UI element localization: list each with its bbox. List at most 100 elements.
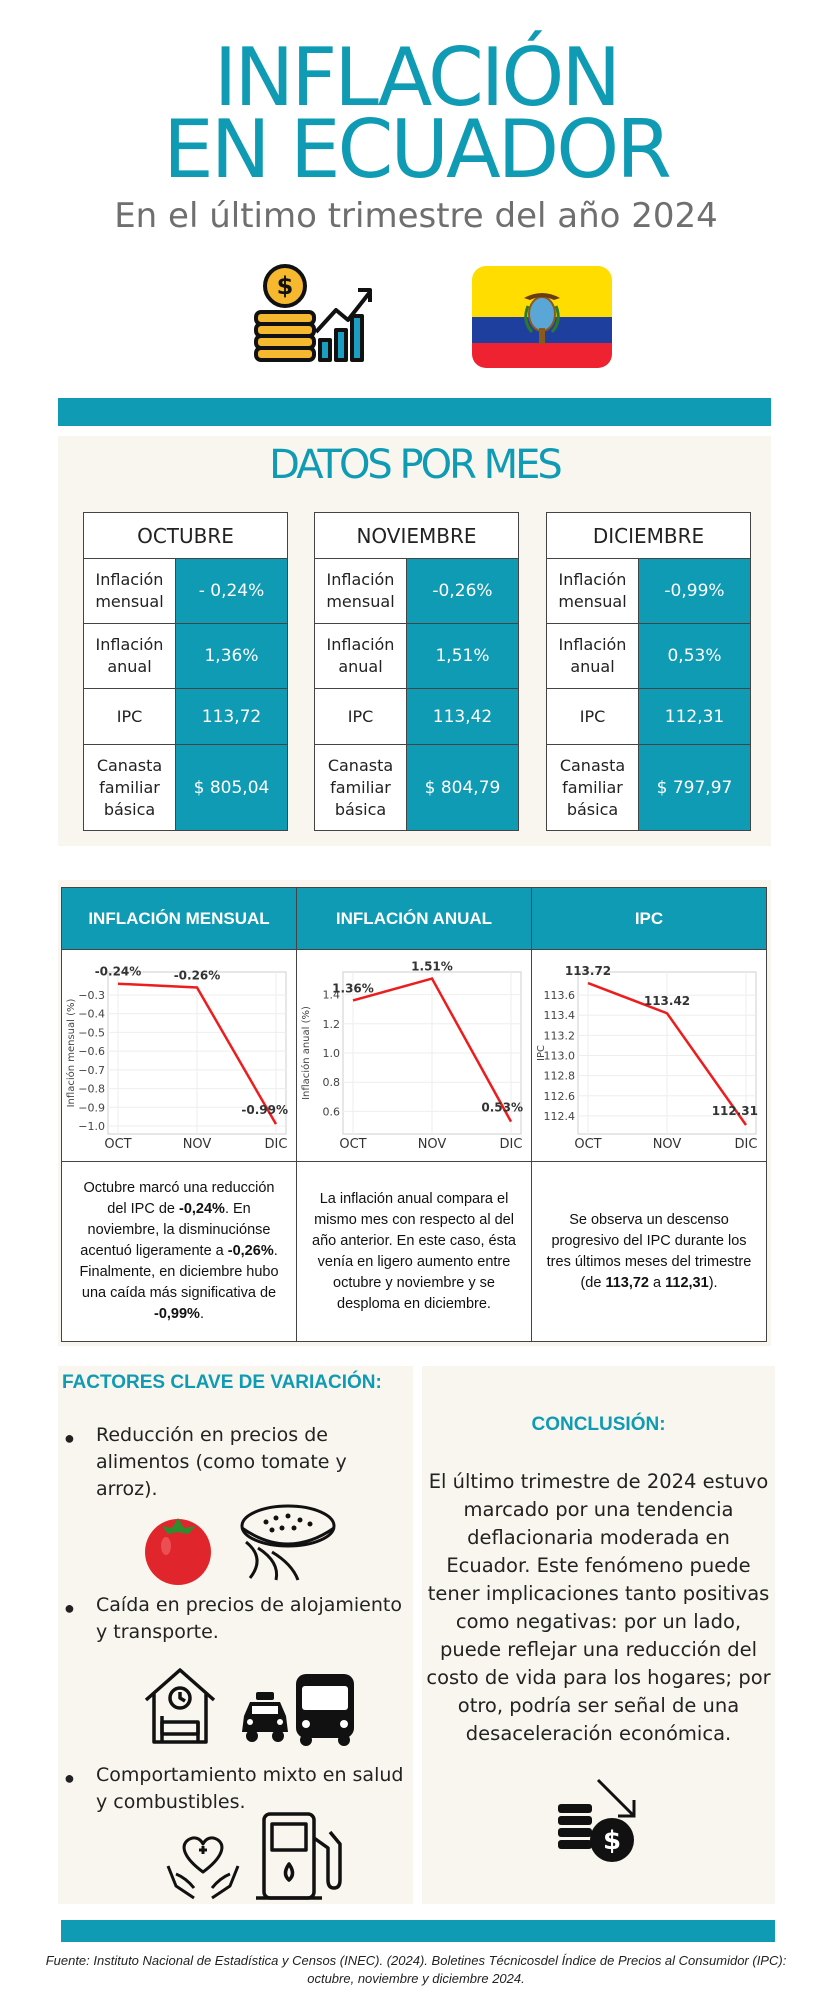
y-tick-label: −0.6 <box>78 1045 105 1058</box>
row-label: Inflación anual <box>83 623 176 689</box>
svg-text:$: $ <box>277 272 294 300</box>
bottom-divider-bar <box>61 1920 775 1942</box>
conclusion-panel <box>422 1366 775 1904</box>
desc-ipc: Se observa un descenso progresivo del IP… <box>531 1161 767 1342</box>
y-axis-label: Inflación anual (%) <box>300 1006 312 1100</box>
chart-ipc: 112.4 112.6 112.8 113.0 113.2 113.4 113.6 OCT NO… <box>536 964 758 1152</box>
row-label: Inflación mensual <box>83 558 176 624</box>
row-value: 113,42 <box>406 688 519 745</box>
top-divider-bar <box>58 398 771 426</box>
source-line1: Fuente: Instituto Nacional de Estadístic… <box>45 1953 787 1968</box>
month-name: OCTUBRE <box>83 512 288 559</box>
data-label: 112.31 <box>712 1104 758 1118</box>
data-label: 113.42 <box>644 994 690 1008</box>
desc-anual: La inflación anual compara el mismo mes … <box>296 1161 532 1342</box>
month-name: NOVIEMBRE <box>314 512 519 559</box>
y-tick-label: 0.6 <box>323 1105 341 1118</box>
y-tick-label: 0.8 <box>323 1076 341 1089</box>
bullet-dot: ● <box>64 1428 75 1448</box>
data-label: -0.26% <box>174 968 221 982</box>
data-label: 113.72 <box>565 964 611 978</box>
conclusion-title: CONCLUSIÓN: <box>531 1414 666 1435</box>
month-table-noviembre: NOVIEMBRE Inflación mensual -0,26% Inflac… <box>314 512 519 831</box>
y-tick-label: 113.6 <box>544 989 576 1002</box>
row-value: 0,53% <box>638 623 751 689</box>
x-tick-label: NOV <box>653 1137 682 1152</box>
row-label: IPC <box>314 688 407 745</box>
chart-mensual: −0.3 −0.4 −0.5 −0.6 −0.7 −0.8 −0.9 −1.0 OCT NOV DI… <box>65 965 288 1152</box>
house-icon <box>144 1668 216 1744</box>
row-label: Inflación mensual <box>546 558 639 624</box>
data-label: 0.53% <box>481 1101 523 1115</box>
row-value: $ 805,04 <box>175 744 288 831</box>
row-label: IPC <box>546 688 639 745</box>
y-tick-label: 1.0 <box>323 1047 341 1060</box>
y-tick-label: 113.0 <box>544 1050 576 1063</box>
row-value: 113,72 <box>175 688 288 745</box>
svg-text:$: $ <box>603 1826 621 1856</box>
page-title-line2: EN ECUADOR <box>163 103 672 196</box>
row-label: IPC <box>83 688 176 745</box>
y-tick-label: 112.4 <box>544 1110 576 1123</box>
conclusion-text: El último trimestre de 2024 estuvo marca… <box>426 1470 771 1745</box>
series-line <box>352 977 513 1123</box>
page-subtitle: En el último trimestre del año 2024 <box>114 196 718 236</box>
x-tick-label: OCT <box>339 1137 366 1152</box>
factor-item-1: Reducción en precios de alimentos (como … <box>96 1424 347 1500</box>
y-tick-label: −0.9 <box>78 1101 105 1114</box>
month-table-diciembre: DICIEMBRE Inflación mensual -0,99% Inflac… <box>546 512 751 831</box>
series-line <box>117 982 278 1125</box>
y-tick-label: −0.7 <box>78 1064 105 1077</box>
y-tick-label: −1.0 <box>78 1120 105 1133</box>
x-tick-label: OCT <box>104 1137 131 1152</box>
row-label: Inflación anual <box>314 623 407 689</box>
factors-panel <box>58 1366 413 1904</box>
data-label: -0.99% <box>241 1103 288 1117</box>
row-label: Canasta familiar básica <box>546 744 639 831</box>
row-label: Inflación anual <box>546 623 639 689</box>
y-tick-label: −0.3 <box>78 989 105 1002</box>
chart-header-ipc: IPC <box>531 887 767 950</box>
row-value: 1,51% <box>406 623 519 689</box>
bullet-dot: ● <box>64 1768 75 1788</box>
data-label: 1.36% <box>332 981 374 995</box>
row-label: Canasta familiar básica <box>83 744 176 831</box>
y-axis-label: IPC <box>536 1045 547 1061</box>
transport-icon <box>242 1674 354 1746</box>
x-tick-label: DIC <box>265 1137 288 1152</box>
factor-item-3: Comportamiento mixto en salud y combusti… <box>96 1764 404 1813</box>
row-value: $ 804,79 <box>406 744 519 831</box>
fuel-pump-icon <box>256 1812 342 1900</box>
desc-mensual: Octubre marcó una reducción del IPC de -… <box>61 1161 297 1342</box>
month-name: DICIEMBRE <box>546 512 751 559</box>
y-axis-label: Inflación mensual (%) <box>65 999 77 1108</box>
y-tick-label: 1.2 <box>323 1018 341 1031</box>
series-line <box>587 981 748 1126</box>
month-table-octubre: OCTUBRE Inflación mensual - 0,24% Inflaci… <box>83 512 288 831</box>
source-line2: octubre, noviembre y diciembre 2024. <box>307 1971 525 1986</box>
page-title-line1: INFLACIÓN <box>213 31 621 124</box>
y-tick-label: 112.8 <box>544 1070 576 1083</box>
row-value: -0,26% <box>406 558 519 624</box>
y-tick-label: −0.4 <box>78 1008 105 1021</box>
chart-cell-anual: 0.6 0.8 1.0 1.2 1.4 OCT NOV DIC Inflación anual … <box>296 949 532 1162</box>
health-icon <box>166 1836 240 1900</box>
x-tick-label: NOV <box>418 1137 447 1152</box>
deflation-coins-icon: $ <box>558 1778 636 1862</box>
chart-anual: 0.6 0.8 1.0 1.2 1.4 OCT NOV DIC Inflación anual … <box>300 960 523 1152</box>
chart-cell-ipc: 112.4 112.6 112.8 113.0 113.2 113.4 113.6 OCT NO… <box>531 949 767 1162</box>
bullet-dot: ● <box>64 1598 75 1618</box>
chart-header-anual: INFLACIÓN ANUAL <box>296 887 532 950</box>
x-tick-label: DIC <box>735 1137 758 1152</box>
y-tick-label: 113.2 <box>544 1029 576 1042</box>
y-tick-label: 113.4 <box>544 1009 576 1022</box>
row-value: 1,36% <box>175 623 288 689</box>
x-tick-label: OCT <box>574 1137 601 1152</box>
row-value: $ 797,97 <box>638 744 751 831</box>
y-tick-label: −0.5 <box>78 1026 105 1039</box>
chart-header-mensual: INFLACIÓN MENSUAL <box>61 887 297 950</box>
data-label: 1.51% <box>411 960 453 974</box>
x-tick-label: NOV <box>183 1137 212 1152</box>
y-tick-label: 112.6 <box>544 1090 576 1103</box>
money-growth-icon: $ <box>254 264 372 362</box>
